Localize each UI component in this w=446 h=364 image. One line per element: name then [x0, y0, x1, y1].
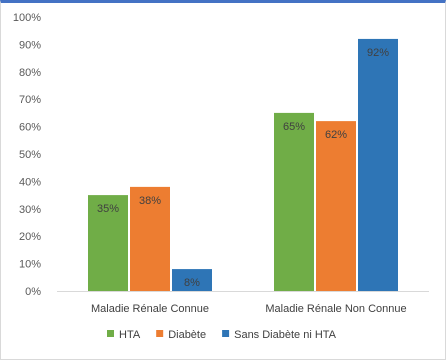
x-tick-label: Maladie Rénale Connue — [91, 303, 209, 315]
bar-data-label: 38% — [139, 195, 161, 207]
bar-data-label: 8% — [184, 277, 200, 289]
x-tick-label: Maladie Rénale Non Connue — [265, 303, 406, 315]
bar — [130, 186, 170, 291]
y-tick-label: 0% — [25, 286, 41, 298]
y-tick-label: 40% — [19, 176, 41, 188]
y-tick-label: 100% — [13, 12, 41, 24]
bar-series-group: 35% 38% 8% 65% 62% 92% — [88, 38, 398, 292]
bar — [358, 38, 398, 291]
bar-data-label: 92% — [367, 47, 389, 59]
legend-swatch — [107, 330, 114, 337]
bar-chart: 0% 10% 20% 30% 40% 50% 60% 70% 80% 90% 100% 35% 38%… — [13, 12, 429, 341]
y-tick-label: 10% — [19, 259, 41, 271]
bar — [172, 269, 212, 291]
bar — [88, 195, 128, 291]
x-axis-labels: Maladie Rénale Connue Maladie Rénale Non … — [91, 303, 407, 315]
legend-label: HTA — [119, 329, 141, 341]
legend: HTA Diabète Sans Diabète ni HTA — [107, 329, 337, 341]
y-axis: 0% 10% 20% 30% 40% 50% 60% 70% 80% 90% 100% — [13, 12, 41, 298]
legend-label: Diabète — [168, 329, 206, 341]
bar-data-label: 62% — [325, 129, 347, 141]
y-tick-label: 70% — [19, 94, 41, 106]
y-tick-label: 30% — [19, 204, 41, 216]
y-tick-label: 60% — [19, 122, 41, 134]
y-tick-label: 20% — [19, 231, 41, 243]
bar — [274, 112, 314, 292]
legend-swatch — [222, 330, 230, 337]
bar — [316, 121, 356, 292]
legend-swatch — [156, 330, 164, 337]
bar-data-label: 65% — [283, 121, 305, 133]
y-tick-label: 80% — [19, 67, 41, 79]
y-tick-label: 90% — [19, 39, 41, 51]
bar-data-label: 35% — [97, 203, 119, 215]
legend-label: Sans Diabète ni HTA — [234, 329, 337, 341]
y-tick-label: 50% — [19, 149, 41, 161]
